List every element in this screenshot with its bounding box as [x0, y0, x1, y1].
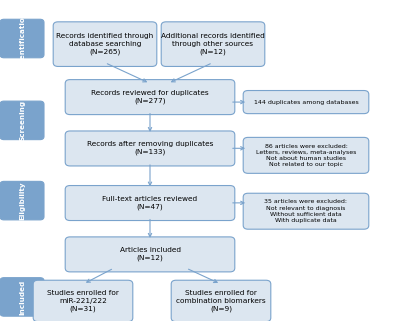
FancyBboxPatch shape — [0, 181, 44, 220]
Text: Studies enrolled for
combination biomarkers
(N=9): Studies enrolled for combination biomark… — [176, 290, 266, 312]
Text: Additional records identified
through other sources
(N=12): Additional records identified through ot… — [161, 33, 265, 55]
FancyBboxPatch shape — [243, 137, 369, 173]
Text: Eligibility: Eligibility — [19, 181, 25, 220]
Text: Studies enrolled for
miR-221/222
(N=31): Studies enrolled for miR-221/222 (N=31) — [47, 290, 119, 312]
FancyBboxPatch shape — [0, 19, 44, 58]
Text: 35 articles were excluded:
Not relevant to diagnosis
Without sufficient data
Wit: 35 articles were excluded: Not relevant … — [264, 199, 348, 223]
FancyBboxPatch shape — [65, 131, 235, 166]
FancyBboxPatch shape — [33, 280, 133, 321]
FancyBboxPatch shape — [161, 22, 265, 66]
FancyBboxPatch shape — [65, 186, 235, 221]
Text: Screening: Screening — [19, 100, 25, 141]
FancyBboxPatch shape — [65, 80, 235, 115]
Text: 144 duplicates among databases: 144 duplicates among databases — [254, 100, 358, 105]
Text: Included: Included — [19, 279, 25, 315]
Text: 86 articles were excluded:
Letters, reviews, meta-analyses
Not about human studi: 86 articles were excluded: Letters, revi… — [256, 143, 356, 167]
Text: Identification: Identification — [19, 11, 25, 66]
Text: Full-text articles reviewed
(N=47): Full-text articles reviewed (N=47) — [102, 196, 198, 210]
FancyBboxPatch shape — [243, 193, 369, 229]
Text: Records reviewed for duplicates
(N=277): Records reviewed for duplicates (N=277) — [91, 90, 209, 104]
Text: Records after removing duplicates
(N=133): Records after removing duplicates (N=133… — [87, 142, 213, 155]
FancyBboxPatch shape — [65, 237, 235, 272]
FancyBboxPatch shape — [53, 22, 157, 66]
FancyBboxPatch shape — [0, 101, 44, 140]
FancyBboxPatch shape — [243, 91, 369, 114]
FancyBboxPatch shape — [0, 278, 44, 316]
FancyBboxPatch shape — [171, 280, 271, 321]
Text: Articles included
(N=12): Articles included (N=12) — [120, 247, 180, 261]
Text: Records identified through
database searching
(N=265): Records identified through database sear… — [56, 33, 154, 55]
